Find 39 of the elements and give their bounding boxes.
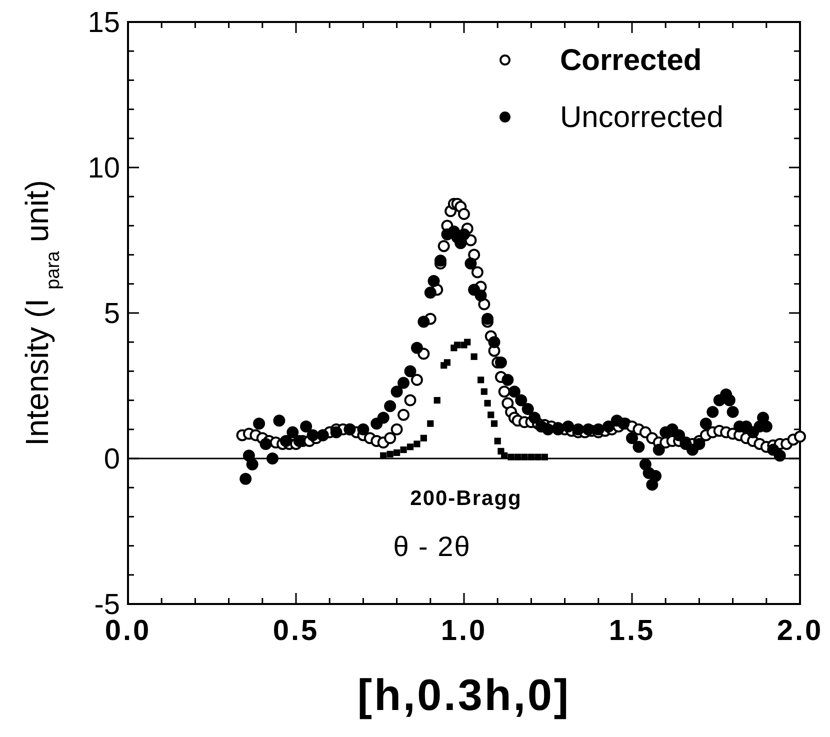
x-axis-title: [h,0.3h,0] xyxy=(357,671,571,720)
point xyxy=(380,452,387,459)
point xyxy=(480,388,488,395)
y-tick-label: 15 xyxy=(88,7,120,39)
point xyxy=(400,446,407,454)
point xyxy=(501,452,508,459)
point xyxy=(427,420,434,427)
x-tick-label: 0.5 xyxy=(272,615,320,647)
annotation: 200-Bragg xyxy=(410,487,522,510)
point xyxy=(514,454,522,460)
x-tick-label: 1.5 xyxy=(608,615,656,647)
point xyxy=(434,397,440,404)
point xyxy=(386,450,394,458)
point xyxy=(420,434,427,442)
point xyxy=(484,400,491,407)
point xyxy=(470,353,478,360)
point xyxy=(478,376,484,384)
point xyxy=(541,454,548,460)
x-tick-label: 2.0 xyxy=(776,615,824,647)
point xyxy=(414,440,420,448)
point xyxy=(494,438,501,444)
point xyxy=(528,454,534,460)
point xyxy=(488,412,494,418)
y-tick-label: 10 xyxy=(88,152,120,184)
point xyxy=(534,454,542,460)
point xyxy=(490,420,498,427)
annotation: θ - 2θ xyxy=(393,531,471,562)
legend-label: Uncorrected xyxy=(560,101,724,134)
y-tick-label: 5 xyxy=(104,298,120,330)
point xyxy=(454,342,461,348)
point xyxy=(444,359,450,366)
x-tick-label: 1.0 xyxy=(440,615,488,647)
point xyxy=(406,444,414,450)
y-tick-label: 0 xyxy=(104,444,120,476)
point xyxy=(394,449,400,456)
legend-label: Corrected xyxy=(560,44,702,77)
point xyxy=(464,338,471,346)
point xyxy=(508,454,514,460)
point xyxy=(521,454,528,460)
